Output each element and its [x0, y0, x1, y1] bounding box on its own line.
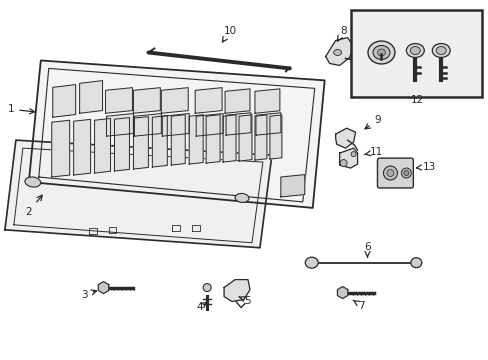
Ellipse shape — [386, 170, 393, 176]
FancyBboxPatch shape — [350, 10, 481, 97]
Text: 13: 13 — [416, 162, 435, 172]
Polygon shape — [152, 116, 167, 167]
Ellipse shape — [406, 44, 424, 58]
Polygon shape — [196, 113, 223, 136]
Polygon shape — [335, 128, 355, 148]
Polygon shape — [161, 87, 188, 113]
Ellipse shape — [333, 50, 341, 55]
Polygon shape — [254, 89, 279, 113]
Polygon shape — [106, 113, 133, 136]
Polygon shape — [339, 148, 357, 168]
Polygon shape — [337, 287, 347, 298]
Polygon shape — [171, 115, 185, 165]
Polygon shape — [162, 113, 189, 136]
Text: 8: 8 — [337, 26, 346, 41]
Polygon shape — [325, 37, 353, 66]
Text: 4: 4 — [197, 302, 206, 312]
Polygon shape — [254, 115, 266, 160]
Polygon shape — [189, 115, 203, 164]
Text: 7: 7 — [352, 300, 364, 311]
Text: 10: 10 — [222, 26, 236, 42]
Polygon shape — [133, 87, 160, 113]
Ellipse shape — [203, 284, 211, 292]
Polygon shape — [224, 89, 249, 113]
Polygon shape — [255, 113, 280, 135]
Ellipse shape — [409, 46, 420, 54]
Polygon shape — [94, 118, 110, 173]
Polygon shape — [206, 115, 220, 163]
Polygon shape — [98, 282, 108, 293]
Text: 2: 2 — [25, 195, 42, 217]
Text: 6: 6 — [364, 242, 370, 257]
Ellipse shape — [383, 166, 397, 180]
Ellipse shape — [435, 46, 446, 54]
Polygon shape — [224, 280, 249, 302]
Polygon shape — [280, 175, 304, 197]
Ellipse shape — [340, 159, 346, 167]
Text: 1: 1 — [8, 104, 35, 114]
Polygon shape — [52, 120, 69, 177]
Polygon shape — [53, 85, 76, 117]
Polygon shape — [29, 60, 324, 208]
Text: 3: 3 — [81, 289, 96, 300]
Polygon shape — [134, 113, 161, 136]
Ellipse shape — [401, 168, 410, 178]
Polygon shape — [269, 115, 281, 159]
Ellipse shape — [372, 45, 389, 59]
Polygon shape — [114, 118, 129, 171]
Ellipse shape — [431, 44, 449, 58]
Polygon shape — [74, 120, 90, 175]
Polygon shape — [80, 81, 102, 113]
Ellipse shape — [367, 41, 394, 64]
Ellipse shape — [25, 177, 41, 187]
Polygon shape — [195, 87, 222, 113]
Polygon shape — [105, 87, 132, 113]
Text: 9: 9 — [364, 115, 380, 129]
Ellipse shape — [403, 171, 408, 176]
Ellipse shape — [350, 152, 355, 157]
Polygon shape — [225, 113, 250, 135]
Polygon shape — [5, 140, 271, 248]
Ellipse shape — [305, 257, 318, 268]
FancyBboxPatch shape — [377, 158, 412, 188]
Polygon shape — [133, 117, 148, 169]
Text: 12: 12 — [410, 95, 423, 105]
Polygon shape — [239, 115, 251, 161]
Ellipse shape — [410, 258, 421, 268]
Text: 11: 11 — [364, 147, 382, 157]
Ellipse shape — [377, 49, 385, 56]
Ellipse shape — [235, 193, 248, 202]
Polygon shape — [223, 115, 236, 162]
Text: 5: 5 — [239, 296, 251, 306]
